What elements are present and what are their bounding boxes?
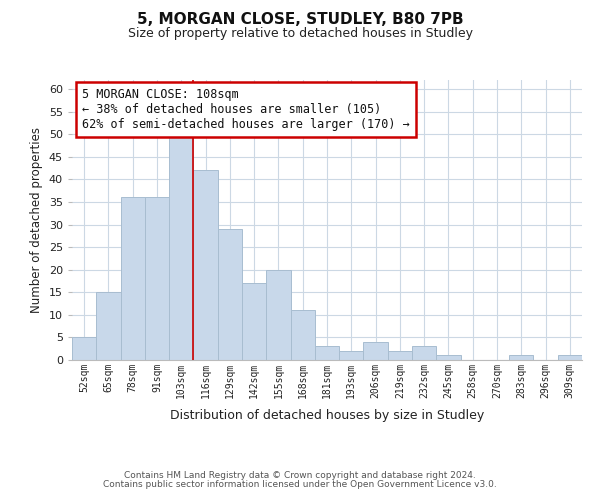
Bar: [339, 351, 364, 360]
Text: 5 MORGAN CLOSE: 108sqm
← 38% of detached houses are smaller (105)
62% of semi-de: 5 MORGAN CLOSE: 108sqm ← 38% of detached…: [82, 88, 410, 132]
X-axis label: Distribution of detached houses by size in Studley: Distribution of detached houses by size …: [170, 409, 484, 422]
Bar: [72, 338, 96, 360]
Y-axis label: Number of detached properties: Number of detached properties: [30, 127, 43, 313]
Text: 5, MORGAN CLOSE, STUDLEY, B80 7PB: 5, MORGAN CLOSE, STUDLEY, B80 7PB: [137, 12, 463, 28]
Bar: [121, 198, 145, 360]
Bar: [509, 356, 533, 360]
Bar: [412, 346, 436, 360]
Bar: [315, 346, 339, 360]
Bar: [145, 198, 169, 360]
Bar: [290, 310, 315, 360]
Bar: [388, 351, 412, 360]
Bar: [364, 342, 388, 360]
Text: Contains public sector information licensed under the Open Government Licence v3: Contains public sector information licen…: [103, 480, 497, 489]
Bar: [436, 356, 461, 360]
Bar: [558, 356, 582, 360]
Text: Size of property relative to detached houses in Studley: Size of property relative to detached ho…: [128, 28, 473, 40]
Bar: [242, 283, 266, 360]
Bar: [169, 134, 193, 360]
Bar: [193, 170, 218, 360]
Bar: [266, 270, 290, 360]
Bar: [218, 229, 242, 360]
Bar: [96, 292, 121, 360]
Text: Contains HM Land Registry data © Crown copyright and database right 2024.: Contains HM Land Registry data © Crown c…: [124, 471, 476, 480]
